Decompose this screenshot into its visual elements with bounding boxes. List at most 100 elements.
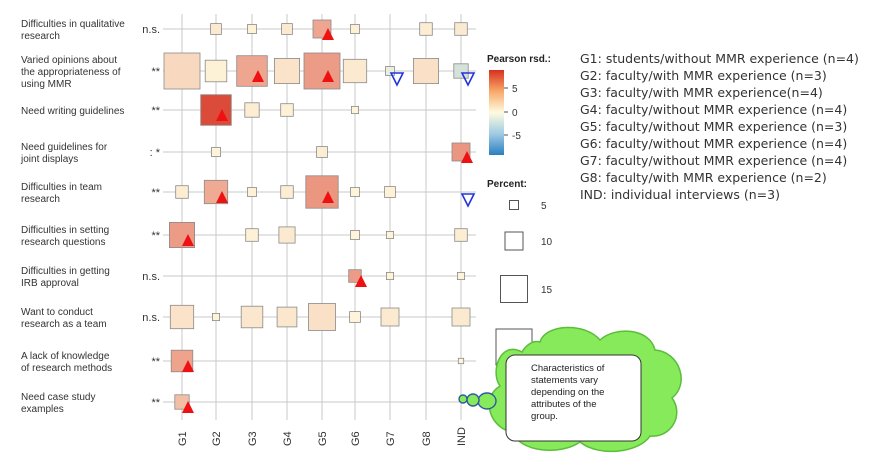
- positive-residual-marker: [322, 70, 334, 82]
- cell-square: [169, 304, 195, 330]
- cell-square: [342, 58, 368, 84]
- size-legend-square: [500, 275, 528, 303]
- cell-square: [278, 226, 296, 244]
- group-legend-item: G3: faculty/with MMR experience(n=4): [580, 85, 823, 100]
- significance-label: **: [151, 66, 160, 78]
- cell-square: [244, 102, 260, 118]
- cell-square: [245, 228, 259, 242]
- group-legend-item: G7: faculty/without MMR experience (n=4): [580, 153, 848, 168]
- cell-square: [273, 58, 300, 85]
- cell-square: [316, 146, 328, 158]
- row-label: research as a team: [21, 319, 107, 330]
- row-label: A lack of knowledge: [21, 351, 110, 362]
- positive-residual-marker: [182, 401, 194, 413]
- cell-square: [419, 22, 433, 36]
- cell-square: [204, 59, 228, 83]
- cell-square: [280, 103, 294, 117]
- plot-cells: [163, 19, 476, 413]
- cell-square: [281, 23, 293, 35]
- color-legend-tick-label: -5: [512, 131, 521, 142]
- significance-label: n.s.: [142, 24, 160, 36]
- row-label: examples: [21, 404, 64, 415]
- positive-residual-marker: [216, 191, 228, 203]
- row-label: Difficulties in qualitative: [21, 19, 125, 30]
- cell-square: [211, 312, 220, 321]
- row-label: Varied opinions about: [21, 55, 117, 66]
- significance-label: **: [151, 187, 160, 199]
- positive-residual-marker: [182, 234, 194, 246]
- size-legend-label: 10: [541, 237, 553, 248]
- size-legend-square: [504, 231, 524, 251]
- group-legend-item: G5: faculty/without MMR experience (n=3): [580, 119, 848, 134]
- row-label: using MMR: [21, 79, 72, 90]
- size-legend-square: [509, 200, 519, 210]
- cell-square: [163, 52, 201, 90]
- column-label: G4: [282, 431, 294, 446]
- group-legend: G1: students/without MMR experience (n=4…: [580, 50, 885, 203]
- column-label: G1: [177, 431, 189, 446]
- significance-label: : *: [150, 147, 161, 159]
- cell-square: [303, 52, 341, 90]
- size-legend-label: 15: [541, 285, 553, 296]
- negative-residual-marker: [389, 72, 405, 87]
- row-label: Want to conduct: [21, 307, 93, 318]
- cell-square: [454, 228, 468, 242]
- column-label: G6: [350, 431, 362, 446]
- cell-square: [380, 307, 400, 327]
- row-label: research: [21, 194, 60, 205]
- color-legend-tick-label: 5: [512, 84, 518, 95]
- significance-label: n.s.: [142, 312, 160, 324]
- column-labels: G1 G2 G3 G4 G5 G6 G7 G8 IND: [177, 427, 468, 446]
- cell-square: [350, 187, 360, 197]
- negative-residual-marker: [460, 193, 476, 208]
- column-label: IND: [456, 427, 468, 446]
- cell-square: [350, 106, 359, 115]
- row-label: of research methods: [21, 363, 112, 374]
- group-legend-item: G6: faculty/without MMR experience (n=4): [580, 136, 848, 151]
- cell-square: [305, 175, 339, 209]
- positive-residual-marker: [182, 360, 194, 372]
- cell-square: [280, 185, 294, 199]
- cell-square: [211, 147, 221, 157]
- positive-residual-marker: [355, 275, 367, 287]
- cell-square: [174, 394, 190, 410]
- row-label: research: [21, 31, 60, 42]
- size-legend-label: 5: [541, 201, 547, 212]
- column-label: G3: [247, 431, 259, 446]
- positive-residual-marker: [216, 109, 228, 121]
- cell-square: [384, 186, 396, 198]
- callout-tail-bubble: [477, 392, 497, 410]
- row-label: Difficulties in setting: [21, 225, 109, 236]
- callout-bubble: [458, 326, 682, 453]
- group-legend-item: G1: students/without MMR experience (n=4…: [580, 51, 859, 66]
- cell-square: [453, 63, 469, 79]
- positive-residual-marker: [252, 70, 264, 82]
- row-label: joint displays: [20, 154, 78, 165]
- cell-square: [350, 230, 360, 240]
- negative-residual-marker: [460, 72, 476, 87]
- size-legend-title: Percent:: [487, 179, 527, 190]
- cell-square: [412, 58, 439, 85]
- cell-square: [247, 24, 257, 34]
- cell-square: [454, 22, 468, 36]
- row-label: Need writing guidelines: [21, 106, 124, 117]
- group-legend-item: G4: faculty/without MMR experience (n=4): [580, 102, 848, 117]
- column-label: G5: [317, 431, 329, 446]
- group-legend-item: G2: faculty/with MMR experience (n=3): [580, 68, 827, 83]
- row-label: IRB approval: [21, 278, 79, 289]
- row-labels: Difficulties in qualitativeresearchn.s.V…: [20, 19, 161, 415]
- cell-square: [457, 357, 465, 365]
- row-label: the appropriateness of: [21, 67, 121, 78]
- positive-residual-marker: [322, 191, 334, 203]
- column-label: G8: [421, 431, 433, 446]
- row-label: Need guidelines for: [21, 142, 108, 153]
- cell-square: [456, 271, 465, 280]
- significance-label: **: [151, 230, 160, 242]
- cell-square: [350, 24, 360, 34]
- cell-square: [276, 306, 298, 328]
- column-label: G7: [385, 431, 397, 446]
- cell-square: [385, 271, 394, 280]
- cell-square: [385, 66, 395, 76]
